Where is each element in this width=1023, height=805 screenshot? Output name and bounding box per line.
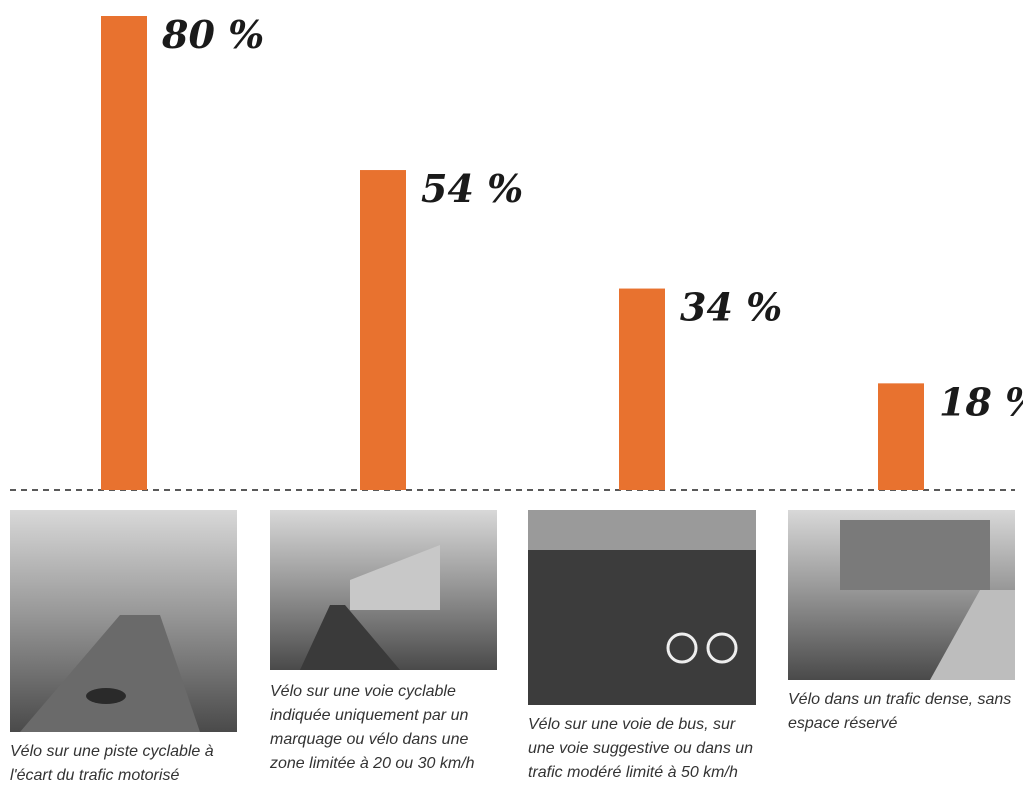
bar — [878, 383, 924, 490]
photo — [270, 510, 497, 670]
category-label: Vélo sur une voie cyclable indiquée uniq… — [270, 683, 475, 772]
value-label: 34 % — [680, 285, 782, 330]
photo — [10, 510, 237, 732]
category-label: Vélo sur une voie de bus, sur une voie s… — [528, 716, 754, 781]
photo — [788, 510, 1015, 680]
value-label: 18 % — [939, 379, 1023, 424]
value-label: 54 % — [421, 166, 523, 211]
bar — [101, 16, 147, 490]
value-label: 80 % — [161, 12, 264, 57]
category-label: Vélo dans un trafic dense, sans espace r… — [788, 691, 1012, 732]
bar — [619, 288, 665, 490]
bar — [360, 170, 406, 491]
category-label: Vélo sur une piste cyclable à l'écart du… — [10, 743, 214, 784]
photo — [528, 510, 756, 705]
